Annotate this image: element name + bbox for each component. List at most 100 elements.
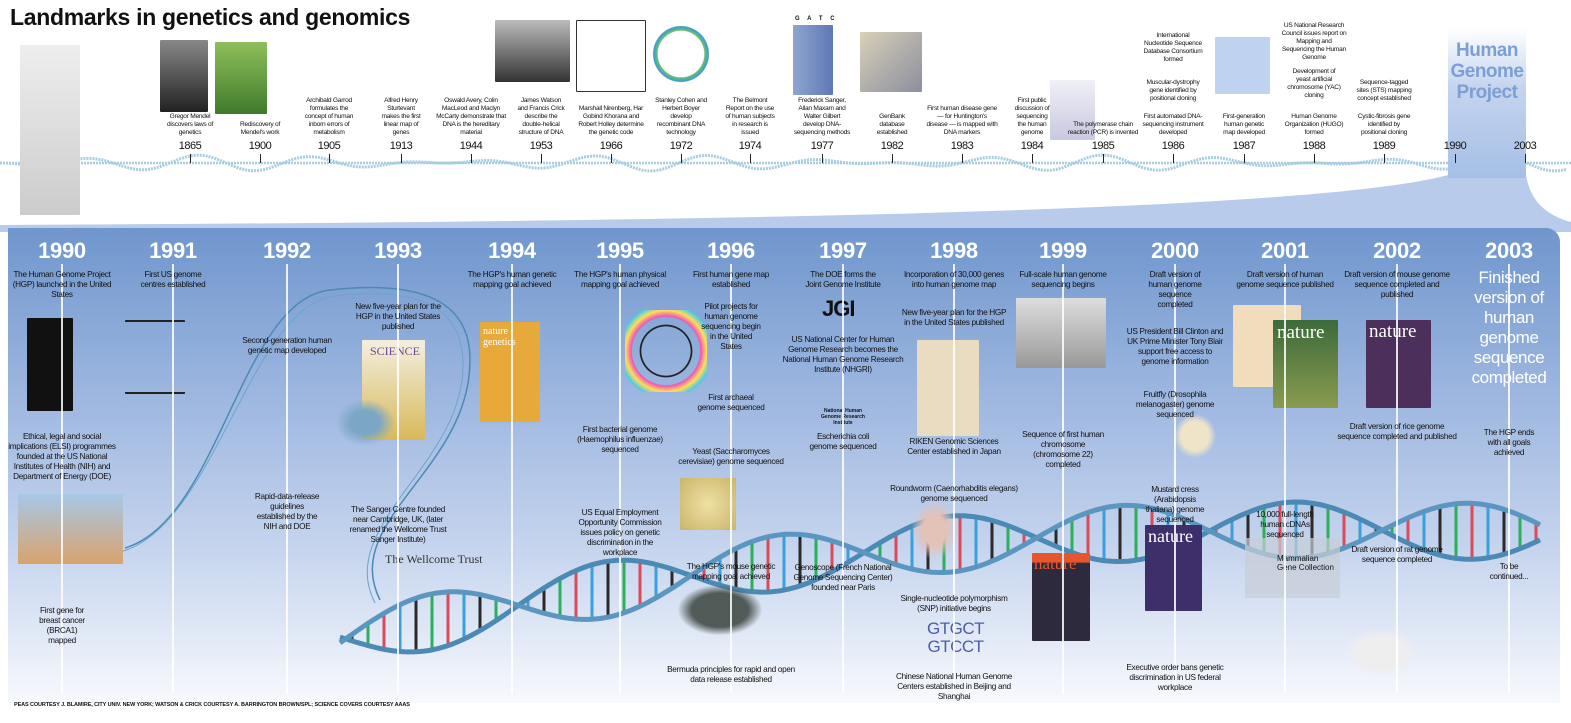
year-line [1508, 264, 1510, 694]
year-line [953, 264, 955, 694]
lower-event: Finished version of human genome sequenc… [1471, 268, 1547, 387]
sequencing-gel [793, 25, 833, 95]
plasmid-diagram [652, 24, 710, 84]
top-year-tick [260, 154, 261, 163]
top-year-1913: 1913 [389, 140, 413, 152]
roundworm-illustration [907, 495, 962, 565]
helix-strand [338, 500, 1542, 645]
genetic-map-report [1215, 37, 1270, 94]
image-credits: PEAS COURTESY J. BLAMIRE, CITY UNIV. NEW… [14, 702, 410, 708]
lower-event: Second-generation human genetic map deve… [242, 336, 332, 355]
lower-event: Single-nucleotide polymorphism (SNP) ini… [900, 594, 1008, 613]
year-line [397, 264, 399, 694]
science-logo: SCIENCE [370, 344, 421, 358]
top-event: Rediscovery of Mendel's work [239, 121, 281, 136]
year-line [619, 264, 621, 694]
lower-year-2002: 2002 [1373, 238, 1421, 263]
nature-genetics-cover [480, 322, 540, 422]
helix-loop-strand [119, 293, 464, 604]
top-year-tick [611, 154, 612, 163]
nature-cover-2001 [1273, 320, 1338, 408]
top-event: Human Genome Organization (HUGO) formed [1284, 113, 1344, 136]
pcr-tube [1050, 80, 1095, 140]
lower-year-1993: 1993 [374, 238, 422, 263]
top-year-tick [401, 154, 402, 163]
lower-event: The Human Genome Project (HGP) launched … [12, 270, 112, 299]
hgp-label: Human Genome Project [1450, 40, 1524, 103]
top-year-tick [471, 154, 472, 163]
fruitfly-illustration [1170, 410, 1220, 462]
jgi-logo: JGI [822, 296, 855, 321]
top-year-tick [329, 154, 330, 163]
top-year-tick [1103, 154, 1104, 163]
top-year-1966: 1966 [599, 140, 623, 152]
top-year-tick [1314, 154, 1315, 163]
nature-logo: nature [1369, 321, 1417, 342]
nature-logo: nature [1034, 554, 1077, 573]
top-event: First automated DNA-sequencing instrumen… [1142, 113, 1204, 136]
page-title: Landmarks in genetics and genomics [10, 4, 411, 30]
genetic-map-diagram [125, 320, 185, 394]
children-photo [18, 494, 123, 564]
wellcome-trust-logo: The Wellcome Trust [385, 552, 483, 566]
top-year-tick [1173, 154, 1174, 163]
top-event: First public discussion of sequencing th… [1014, 97, 1050, 136]
year-line [730, 264, 732, 694]
top-year-1985: 1985 [1091, 140, 1115, 152]
lower-year-1992: 1992 [263, 238, 311, 263]
top-event: Marshall Nirenberg, Har Gobind Khorana a… [578, 105, 644, 136]
year-line [1396, 264, 1398, 694]
lower-event: Escherichia coli genome sequenced [809, 432, 877, 451]
top-event: Frederick Sanger, Allan Maxam and Walter… [793, 97, 851, 136]
lower-event: Executive order bans genetic discriminat… [1126, 663, 1224, 692]
top-year-1900: 1900 [248, 140, 272, 152]
mgc-logo: Mammalian Gene Collection [1245, 538, 1340, 598]
top-year-1986: 1986 [1161, 140, 1185, 152]
top-year-tick [190, 154, 191, 163]
lower-event: Mustard cress (Arabidopsis thaliana) gen… [1145, 485, 1205, 524]
lower-event: Roundworm (Caenorhabditis elegans) genom… [890, 484, 1018, 503]
lower-event: Draft version of human genome sequence p… [1236, 270, 1334, 289]
elsi-document [27, 318, 73, 411]
nature-logo: nature [1277, 322, 1325, 343]
sequencing-lab-photo [1016, 298, 1106, 368]
hgp-band [1448, 28, 1526, 178]
top-event: The Belmont Report on the use of human s… [725, 97, 775, 136]
top-event: Development of yeast artificial chromoso… [1287, 68, 1341, 99]
top-event: International Nucleotide Sequence Databa… [1143, 32, 1203, 63]
lower-event: Draft version of mouse genome sequence c… [1344, 270, 1450, 299]
helix-loop-strand [124, 286, 471, 601]
lower-event: The HGP ends with all goals achieved [1483, 428, 1535, 457]
lower-event: Sequence of first human chromosome (chro… [1022, 430, 1104, 469]
lower-event: First bacterial genome (Haemophilus infl… [577, 425, 663, 454]
top-year-1865: 1865 [178, 140, 202, 152]
year-line [172, 264, 174, 694]
peas-photo [215, 42, 267, 114]
lower-year-1994: 1994 [488, 238, 536, 263]
lower-year-2003: 2003 [1485, 238, 1533, 263]
top-year-1983: 1983 [950, 140, 974, 152]
top-event: Alfred Henry Sturtevant makes the first … [381, 97, 421, 136]
top-year-tick [962, 154, 963, 163]
top-event: Stanley Cohen and Herbert Boyer develop … [655, 97, 707, 136]
lower-year-1998: 1998 [930, 238, 978, 263]
year-line [286, 264, 288, 694]
lower-event: 10,000 full-length human cDNAs sequenced [1256, 510, 1314, 539]
top-year-1953: 1953 [529, 140, 553, 152]
lower-event: RIKEN Genomic Sciences Center establishe… [907, 437, 1001, 456]
lower-event: Chinese National Human Genome Centers es… [896, 672, 1012, 701]
lower-event: Rapid-data-release guidelines establishe… [254, 492, 320, 531]
lower-event: Yeast (Saccharomyces cerevisiae) genome … [678, 447, 784, 466]
lower-event: Draft version of human genome sequence c… [1148, 270, 1202, 309]
top-year-tick [892, 154, 893, 163]
nature-cover-arabidopsis [1145, 525, 1202, 611]
lower-year-1990: 1990 [38, 238, 86, 263]
lower-event: Genoscope (French National Genome Sequen… [793, 563, 893, 592]
year-line [61, 264, 63, 694]
lower-year-1996: 1996 [707, 238, 755, 263]
top-event: Sequence-tagged sites (STS) mapping conc… [1356, 79, 1412, 102]
top-event: Oswald Avery, Colin MacLeod and Maclyn M… [436, 97, 506, 136]
lower-event: The HGP's human physical mapping goal ac… [574, 270, 666, 289]
snp-line-2: GTCCT [927, 637, 984, 656]
